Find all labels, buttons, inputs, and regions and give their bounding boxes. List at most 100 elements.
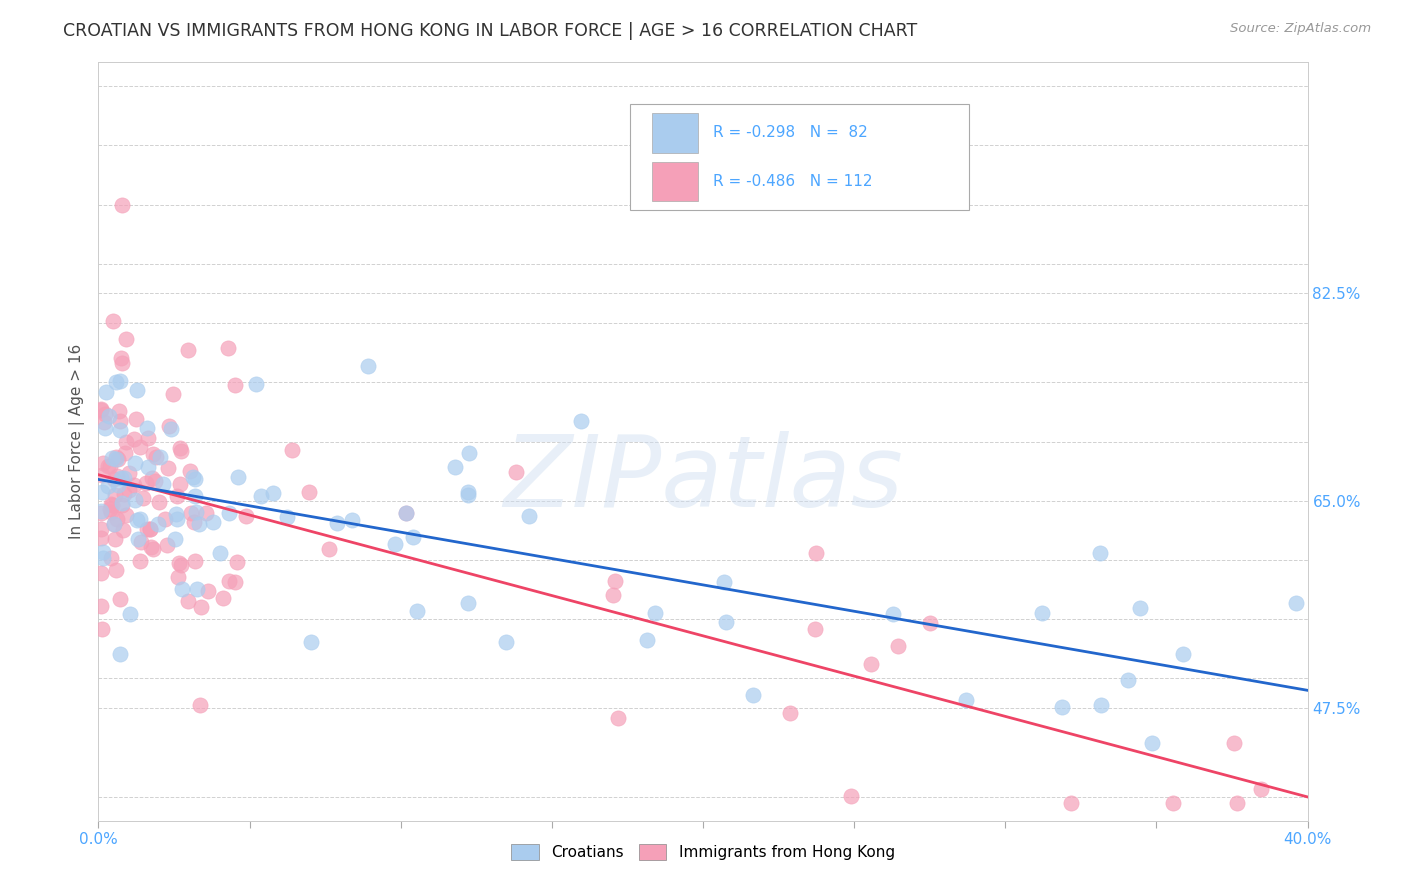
Point: [169, 476, 191, 491]
Point: [202, 515, 225, 529]
Point: [162, 387, 184, 401]
Point: [101, 451, 124, 466]
Point: [105, 452, 128, 467]
Point: [135, 421, 157, 435]
Point: [806, 546, 828, 560]
Point: [179, 464, 201, 478]
Point: [167, 557, 190, 571]
Point: [100, 550, 122, 565]
Text: R = -0.486   N = 112: R = -0.486 N = 112: [713, 174, 872, 189]
Point: [444, 460, 467, 475]
Point: [108, 415, 131, 429]
Point: [218, 506, 240, 520]
Point: [112, 486, 135, 500]
Point: [91, 622, 114, 636]
Point: [195, 506, 218, 520]
Point: [166, 570, 188, 584]
Point: [887, 639, 910, 653]
Point: [281, 442, 304, 457]
Point: [139, 540, 162, 554]
Point: [90, 531, 112, 545]
Point: [111, 356, 134, 370]
Point: [148, 517, 170, 532]
Point: [1116, 673, 1139, 687]
Point: [402, 530, 425, 544]
Point: [114, 446, 136, 460]
Text: CROATIAN VS IMMIGRANTS FROM HONG KONG IN LABOR FORCE | AGE > 16 CORRELATION CHAR: CROATIAN VS IMMIGRANTS FROM HONG KONG IN…: [63, 22, 918, 40]
Point: [602, 588, 624, 602]
Point: [91, 485, 114, 500]
Point: [128, 440, 150, 454]
Point: [209, 546, 232, 560]
Point: [111, 496, 134, 510]
Point: [713, 575, 735, 590]
Point: [325, 516, 347, 530]
Point: [90, 504, 112, 518]
Point: [276, 510, 298, 524]
Point: [136, 522, 159, 536]
Point: [606, 711, 628, 725]
Point: [148, 494, 170, 508]
Point: [107, 451, 129, 466]
Point: [235, 508, 257, 523]
Point: [804, 622, 827, 636]
Point: [357, 359, 380, 373]
Point: [90, 401, 112, 416]
Point: [839, 789, 862, 803]
Point: [135, 475, 157, 490]
Point: [184, 505, 207, 519]
Point: [169, 558, 191, 573]
Point: [218, 574, 240, 588]
Point: [98, 458, 121, 473]
Point: [197, 584, 219, 599]
Point: [318, 541, 340, 556]
Point: [184, 554, 207, 568]
Point: [91, 545, 114, 559]
Point: [111, 197, 134, 211]
Point: [1142, 736, 1164, 750]
Point: [250, 490, 273, 504]
Point: [125, 513, 148, 527]
Point: [918, 616, 941, 631]
Point: [165, 508, 187, 522]
Point: [91, 468, 114, 483]
Point: [882, 607, 904, 621]
Point: [217, 341, 239, 355]
Point: [91, 456, 114, 470]
Point: [108, 404, 131, 418]
Point: [226, 555, 249, 569]
Point: [298, 484, 321, 499]
Point: [955, 693, 977, 707]
Point: [190, 600, 212, 615]
FancyBboxPatch shape: [630, 104, 969, 211]
Point: [94, 420, 117, 434]
Point: [644, 607, 666, 621]
Point: [1031, 606, 1053, 620]
Point: [90, 566, 112, 581]
Point: [149, 450, 172, 464]
Point: [184, 472, 207, 486]
Point: [98, 409, 121, 423]
Point: [1090, 698, 1112, 713]
Point: [172, 582, 194, 597]
Point: [1173, 647, 1195, 661]
Point: [177, 343, 200, 357]
Point: [569, 414, 592, 428]
Point: [111, 524, 134, 538]
Point: [636, 632, 658, 647]
Point: [1161, 796, 1184, 810]
Point: [93, 407, 115, 421]
Point: [1226, 796, 1249, 810]
Point: [395, 507, 418, 521]
Point: [129, 512, 152, 526]
Point: [120, 607, 142, 622]
Point: [139, 522, 162, 536]
Point: [105, 376, 128, 390]
Point: [124, 456, 146, 470]
Point: [90, 522, 112, 536]
Text: ZIPatlas: ZIPatlas: [503, 431, 903, 528]
Point: [104, 450, 127, 464]
Point: [188, 698, 211, 712]
Point: [110, 351, 132, 365]
Point: [1050, 700, 1073, 714]
